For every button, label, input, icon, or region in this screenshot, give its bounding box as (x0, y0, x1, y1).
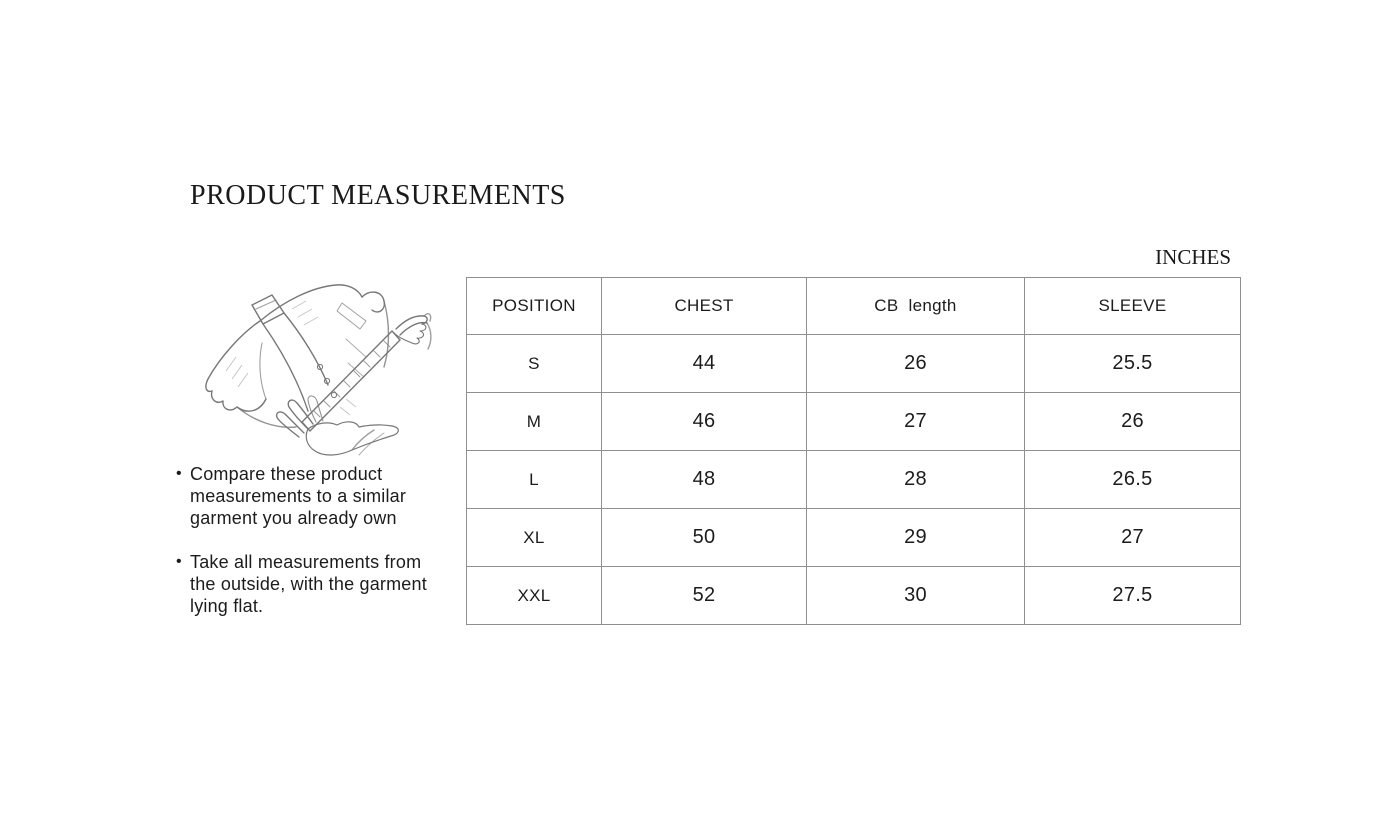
column-header-cb-length: CB length (806, 277, 1025, 335)
column-header-position: POSITION (466, 277, 602, 335)
bullet-marker: • (176, 465, 182, 482)
cell-position: XXL (466, 566, 602, 625)
cell-chest: 46 (601, 392, 807, 451)
cell-position: L (466, 450, 602, 509)
cell-cb-length: 26 (806, 334, 1025, 393)
cell-cb-length: 27 (806, 392, 1025, 451)
table-row-s: S 44 26 25.5 (466, 334, 1241, 393)
cell-chest: 50 (601, 508, 807, 567)
cell-sleeve: 26.5 (1024, 450, 1241, 509)
measuring-tips-list: • Compare these product measurements to … (176, 463, 461, 617)
table-row-xl: XL 50 29 27 (466, 508, 1241, 567)
table-row-l: L 48 28 26.5 (466, 450, 1241, 509)
cell-chest: 52 (601, 566, 807, 625)
cell-chest: 44 (601, 334, 807, 393)
garment-measuring-sketch-illustration (205, 284, 432, 456)
page-title: PRODUCT MEASUREMENTS (190, 180, 566, 211)
cell-position: M (466, 392, 602, 451)
cell-sleeve: 25.5 (1024, 334, 1241, 393)
cell-cb-length: 29 (806, 508, 1025, 567)
measurements-table: POSITION CHEST CB length SLEEVE S 44 26 … (466, 277, 1241, 625)
header-row: POSITION CHEST CB length SLEEVE (466, 277, 1241, 335)
column-header-sleeve: SLEEVE (1024, 277, 1241, 335)
cell-cb-length: 28 (806, 450, 1025, 509)
cell-chest: 48 (601, 450, 807, 509)
cell-sleeve: 26 (1024, 392, 1241, 451)
cell-sleeve: 27.5 (1024, 566, 1241, 625)
cell-position: XL (466, 508, 602, 567)
cell-position: S (466, 334, 602, 393)
cell-cb-length: 30 (806, 566, 1025, 625)
tip-text: Take all measurements from the outside, … (190, 552, 427, 616)
bullet-marker: • (176, 553, 182, 570)
tip-item-take-measurements: • Take all measurements from the outside… (176, 551, 461, 617)
cell-sleeve: 27 (1024, 508, 1241, 567)
table-row-xxl: XXL 52 30 27.5 (466, 566, 1241, 625)
tip-text: Compare these product measurements to a … (190, 464, 407, 528)
tip-item-compare: • Compare these product measurements to … (176, 463, 461, 529)
table-row-m: M 46 27 26 (466, 392, 1241, 451)
column-header-chest: CHEST (601, 277, 807, 335)
units-label: INCHES (1155, 245, 1231, 269)
